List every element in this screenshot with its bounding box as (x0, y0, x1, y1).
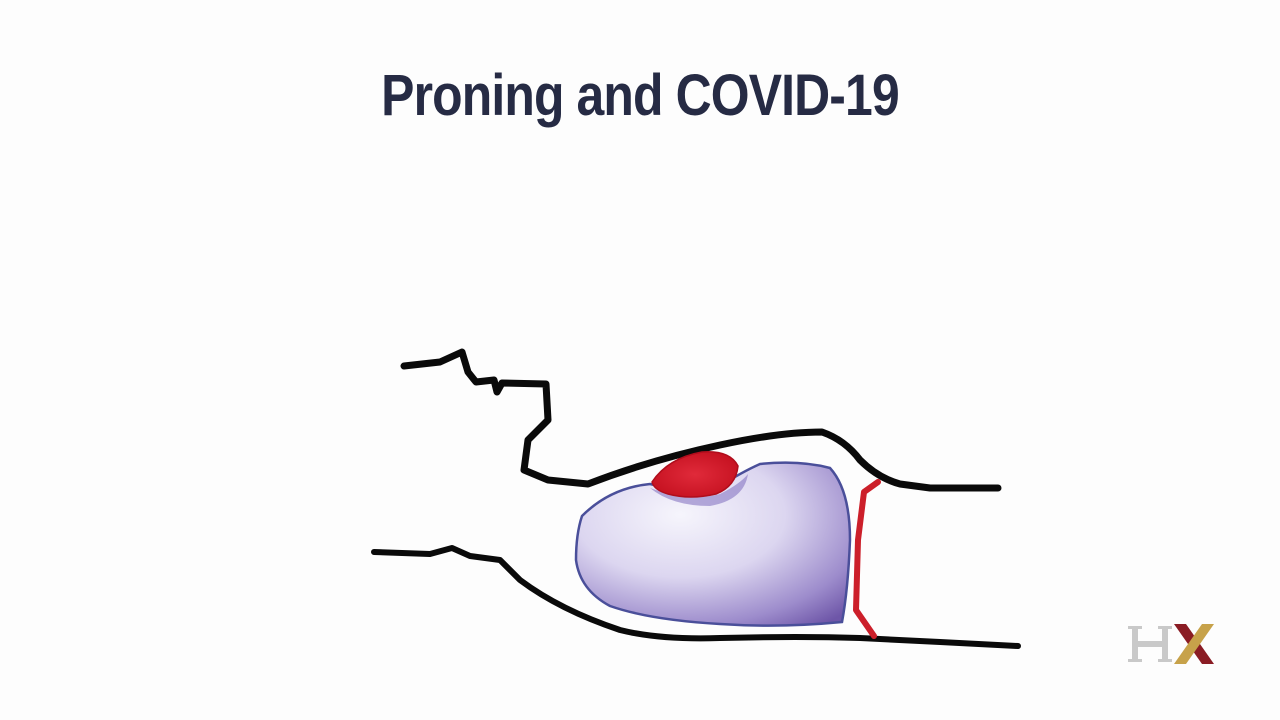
lung-shadow (650, 474, 748, 506)
heart (651, 451, 739, 498)
hx-logo (1128, 624, 1214, 664)
slide-title: Proning and COVID-19 (381, 63, 900, 128)
vessel (853, 479, 881, 639)
front-outline (371, 545, 1021, 649)
back-outline (400, 348, 1002, 492)
